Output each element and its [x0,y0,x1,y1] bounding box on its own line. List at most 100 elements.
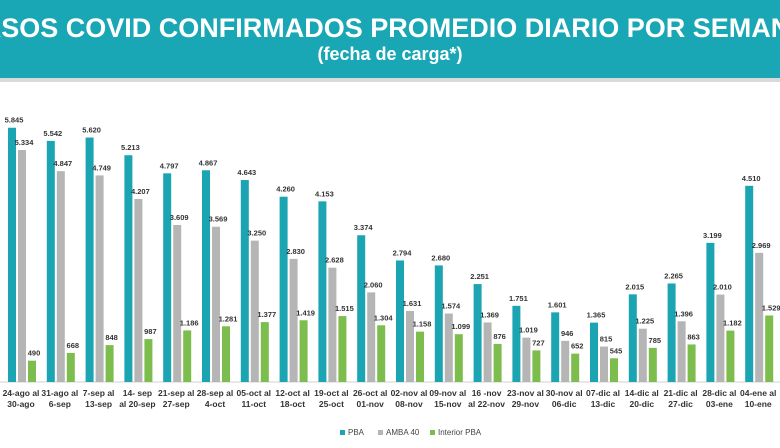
bar [687,344,696,382]
bar [56,171,65,382]
bar [18,149,26,382]
bar [610,358,618,382]
value-label: 3.374 [354,223,374,232]
bar [260,322,269,382]
value-label: 545 [610,346,623,355]
bar [367,292,376,382]
value-label: 3.609 [170,213,189,222]
value-label: 1.225 [635,317,654,326]
x-tick-label: 19-oct al 25-oct [314,388,349,409]
legend-swatch [430,430,435,435]
bar [318,201,327,382]
value-label: 1.365 [587,311,606,320]
bar [212,226,220,382]
bar [357,235,366,382]
x-tick-label: 7-sep al 13-sep [82,388,115,409]
bar [551,312,560,382]
x-tick-label: 14-dic al 20-dic [624,388,659,409]
value-label: 1.304 [374,313,394,322]
x-tick-label: 09-nov al 15-nov [429,388,467,409]
value-label: 4.867 [199,158,218,167]
bar [765,315,774,382]
x-tick-label: 31-ago al 6-sep [41,388,79,409]
bar [434,265,443,382]
bar [95,175,104,382]
x-tick-label: 28-sep al 4-oct [196,388,234,409]
bar [202,170,210,382]
value-label: 2.251 [470,272,489,281]
bar [250,240,259,382]
bar [667,283,676,382]
value-label: 848 [105,333,118,342]
bar [648,347,657,382]
x-tick-label: 21-sep al 27-sep [157,388,195,409]
bar [600,346,608,382]
value-label: 5.213 [121,143,140,152]
value-label: 5.845 [5,116,24,125]
value-label: 1.099 [451,322,470,331]
legend-label: PBA [348,428,365,437]
value-label: 4.797 [160,161,179,170]
bar [590,322,598,382]
value-label: 1.158 [413,320,432,329]
value-label: 987 [144,327,157,336]
x-tick-label: 04-ene al 10-ene [739,388,777,409]
bar [512,305,521,382]
bar [46,140,55,382]
bar [745,185,754,382]
value-label: 2.830 [286,247,305,256]
value-label: 652 [571,342,584,351]
value-label: 946 [561,329,574,338]
legend-label: Interior PBA [438,428,482,437]
value-label: 2.010 [713,283,732,292]
legend-swatch [340,430,345,435]
bar [571,353,580,382]
x-tick-label: 24-ago al 30-ago [2,388,40,409]
bar [755,252,764,382]
bar [338,316,347,382]
value-label: 1.182 [723,319,742,328]
chart-title: ASOS COVID CONFIRMADOS PROMEDIO DIARIO P… [0,13,780,43]
bar [377,325,386,382]
bar [706,242,715,382]
value-label: 4.207 [131,187,150,196]
bar [289,258,298,382]
x-tick-label: 02-nov al 08-nov [390,388,428,409]
bar [183,330,192,382]
bar [454,334,463,382]
value-label: 4.847 [53,159,72,168]
legend-swatch [378,430,383,435]
value-label: 1.751 [509,294,528,303]
value-label: 4.643 [237,168,256,177]
x-tick-label: 23-nov al 29-nov [506,388,544,409]
bar [173,225,182,382]
value-label: 668 [67,341,80,350]
value-label: 1.529 [762,303,780,312]
bar [163,173,172,382]
x-tick-label: 30-nov al 06-dic [545,388,583,409]
bar [134,198,143,382]
bar [444,313,453,382]
x-tick-label: 12-oct al 18-oct [275,388,310,409]
value-label: 727 [532,338,545,347]
bar [473,284,482,382]
value-label: 2.969 [752,241,771,250]
bar [406,311,414,382]
value-label: 1.281 [219,314,238,323]
value-label: 1.601 [548,300,567,309]
value-label: 3.199 [703,231,722,240]
bar [299,320,308,382]
bar [677,321,686,382]
bar [144,339,153,382]
bar [396,260,404,382]
value-label: 490 [28,349,41,358]
value-label: 785 [649,336,662,345]
x-tick-label: 28-dic al 03-ene [702,388,737,409]
value-label: 2.015 [625,282,644,291]
value-label: 1.396 [674,309,693,318]
bar [716,294,725,382]
value-label: 2.680 [431,253,450,262]
x-tick-label: 26-oct al 01-nov [352,388,388,409]
